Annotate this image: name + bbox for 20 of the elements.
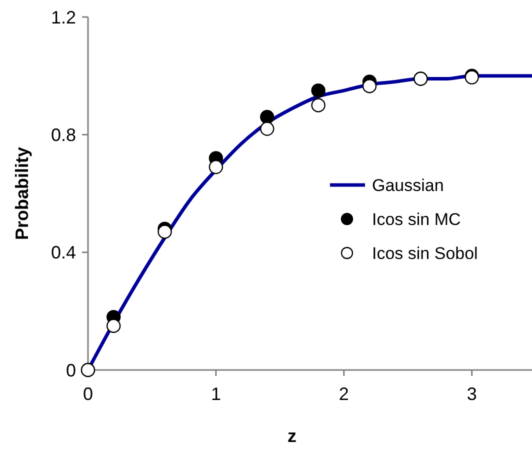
x-tick-label: 3 — [466, 384, 477, 404]
point — [208, 160, 224, 174]
y-tick-label: 0.4 — [50, 242, 76, 263]
point — [311, 83, 326, 98]
legend-label: Icos sin Sobol — [372, 244, 478, 263]
x-axis-title: z — [288, 426, 296, 446]
point — [260, 110, 274, 124]
point — [362, 79, 377, 94]
y-tick-label: 0.8 — [50, 124, 76, 145]
y-tick-label: 0 — [66, 360, 76, 380]
y-tick-label: 1.2 — [50, 7, 76, 28]
point — [158, 224, 172, 239]
x-tick-label: 1 — [210, 384, 221, 404]
legend-label: Icos sin MC — [372, 210, 461, 229]
x-tick-label: 2 — [338, 384, 349, 404]
y-axis-title: Probability — [12, 146, 32, 240]
point — [260, 122, 274, 136]
legend-label: Gaussian — [372, 176, 444, 195]
x-tick-label: 0 — [82, 384, 94, 404]
point — [106, 318, 121, 333]
